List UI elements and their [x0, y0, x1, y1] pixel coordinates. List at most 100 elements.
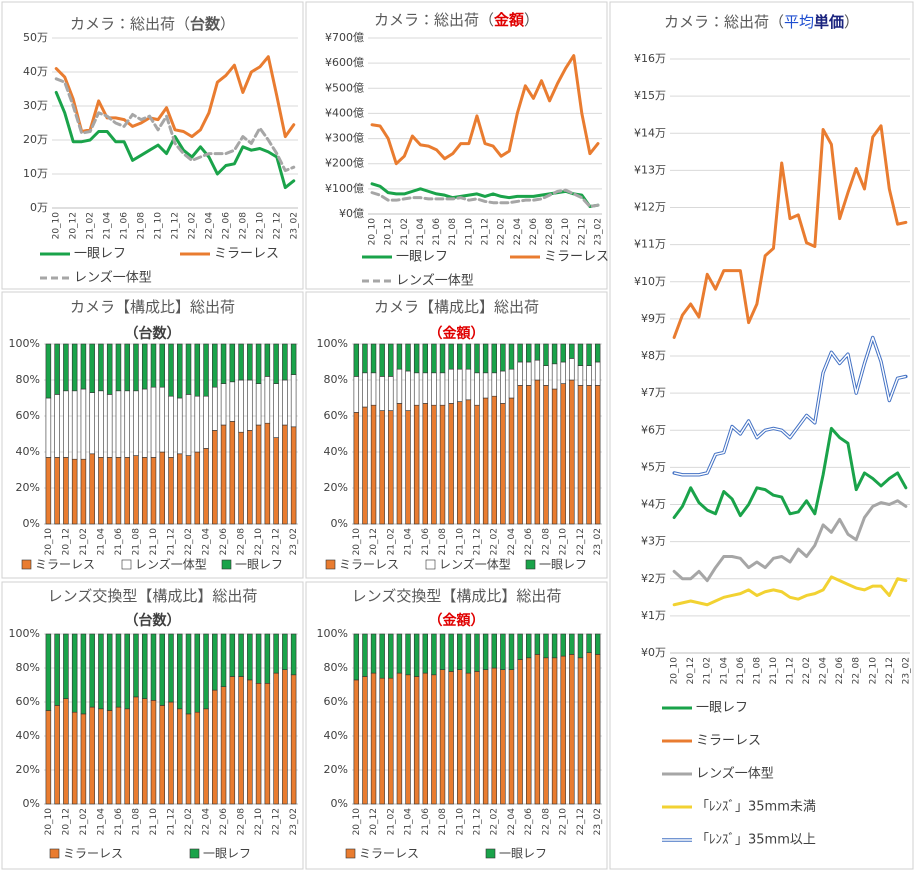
- bar-segment: [500, 370, 506, 404]
- x-tick-label: 21_12: [473, 528, 483, 555]
- x-tick-label: 22_08: [545, 218, 555, 246]
- bar-segment: [534, 654, 541, 805]
- y-tick-label: ¥7万: [641, 386, 666, 399]
- bar-segment: [133, 633, 139, 698]
- x-tick-label: 20_12: [384, 218, 394, 245]
- x-tick-label: 21_08: [448, 218, 458, 246]
- bar-segment: [89, 392, 95, 455]
- bar-segment: [115, 390, 122, 458]
- bar-segment: [45, 457, 52, 525]
- series-line: [672, 499, 908, 583]
- bar-segment: [273, 437, 279, 525]
- x-tick-label: 22_12: [577, 218, 587, 245]
- legend-label: 「ﾚﾝｽﾞ」35mm以上: [696, 833, 816, 848]
- x-tick-label: 21_08: [438, 528, 448, 556]
- x-tick-label: 21_12: [481, 218, 491, 245]
- bar-segment: [80, 713, 87, 805]
- bar-segment: [517, 385, 523, 525]
- y-tick-label: ¥100億: [325, 182, 364, 195]
- legend-swatch: [221, 559, 232, 570]
- legend-label: 一眼レフ: [396, 250, 448, 265]
- bar-segment: [106, 343, 113, 395]
- bar-segment: [203, 633, 209, 710]
- bar-segment: [353, 343, 360, 377]
- legend-swatch: [525, 559, 536, 570]
- bar-segment: [124, 633, 130, 710]
- bar-segment: [54, 394, 60, 458]
- x-tick-label: 21_04: [404, 808, 414, 836]
- chart-title: レンズ交換型【構成比】総出荷: [352, 587, 562, 605]
- bar-segment: [212, 689, 218, 805]
- bar-segment: [439, 404, 446, 525]
- panel-border: [1, 1, 304, 290]
- series-line-inner: [673, 336, 907, 476]
- bar-segment: [98, 390, 104, 458]
- bar-segment: [150, 633, 157, 701]
- bar-segment: [80, 633, 87, 715]
- x-tick-label: 23_02: [289, 528, 299, 555]
- x-tick-label: 21_08: [131, 528, 141, 556]
- x-tick-label: 20_12: [69, 212, 79, 239]
- x-tick-label: 21_04: [96, 528, 106, 556]
- y-tick-label: ¥1万: [641, 609, 666, 622]
- x-tick-label: 22_06: [219, 528, 229, 556]
- subtitle-part: （金額）: [429, 612, 485, 629]
- title-part: ）: [524, 11, 539, 29]
- bar-segment: [508, 633, 515, 671]
- x-tick-label: 21_04: [416, 218, 426, 246]
- x-tick-label: 21_10: [154, 212, 164, 240]
- bar-segment: [362, 676, 368, 805]
- x-tick-label: 22_10: [255, 212, 265, 240]
- bar-segment: [247, 343, 253, 381]
- bar-segment: [508, 343, 515, 370]
- bar-segment: [124, 390, 130, 458]
- bar-segment: [353, 376, 360, 413]
- bar-segment: [517, 361, 523, 386]
- x-tick-label: 21_12: [786, 657, 796, 684]
- x-tick-label: 21_04: [96, 808, 106, 836]
- bar-segment: [465, 672, 472, 805]
- bar-segment: [422, 403, 428, 525]
- title-part: 台数: [190, 15, 221, 33]
- bar-segment: [133, 390, 139, 456]
- bar-segment: [194, 451, 201, 525]
- bar-segment: [159, 705, 165, 805]
- bar-segment: [255, 424, 262, 525]
- bar-segment: [388, 376, 394, 411]
- bar-segment: [577, 385, 584, 525]
- x-tick-label: 22_04: [513, 218, 523, 246]
- bar-segment: [282, 424, 288, 525]
- x-tick-label: 22_10: [254, 808, 264, 836]
- bar-segment: [465, 368, 472, 401]
- bar-segment: [229, 676, 236, 805]
- x-tick-label: 22_02: [497, 218, 507, 245]
- bar-segment: [238, 676, 244, 805]
- bar-segment: [238, 343, 244, 381]
- bar-segment: [413, 372, 420, 406]
- bar-segment: [431, 633, 437, 676]
- x-tick-label: 22_12: [272, 528, 282, 555]
- bar-segment: [586, 633, 592, 654]
- chart-title: レンズ交換型【構成比】総出荷: [48, 587, 258, 605]
- y-tick-label: 20%: [324, 763, 348, 776]
- bar-segment: [71, 390, 78, 460]
- bar-segment: [71, 633, 78, 713]
- bar-segment: [45, 633, 52, 711]
- bar-segment: [569, 654, 575, 805]
- bar-segment: [474, 372, 480, 406]
- legend-label: ミラーレス: [339, 558, 399, 572]
- bar-segment: [203, 448, 209, 525]
- bar-segment: [141, 388, 148, 458]
- bar-segment: [526, 361, 532, 386]
- bar-segment: [482, 343, 489, 374]
- bar-segment: [500, 403, 506, 525]
- x-tick-label: 20_12: [61, 808, 71, 835]
- bar-segment: [229, 381, 236, 422]
- x-tick-label: 22_08: [237, 528, 247, 556]
- bar-segment: [457, 343, 463, 370]
- bar-segment: [255, 343, 262, 384]
- y-tick-label: 20%: [16, 481, 40, 494]
- legend-label: ミラーレス: [214, 247, 279, 262]
- bar-segment: [159, 633, 165, 706]
